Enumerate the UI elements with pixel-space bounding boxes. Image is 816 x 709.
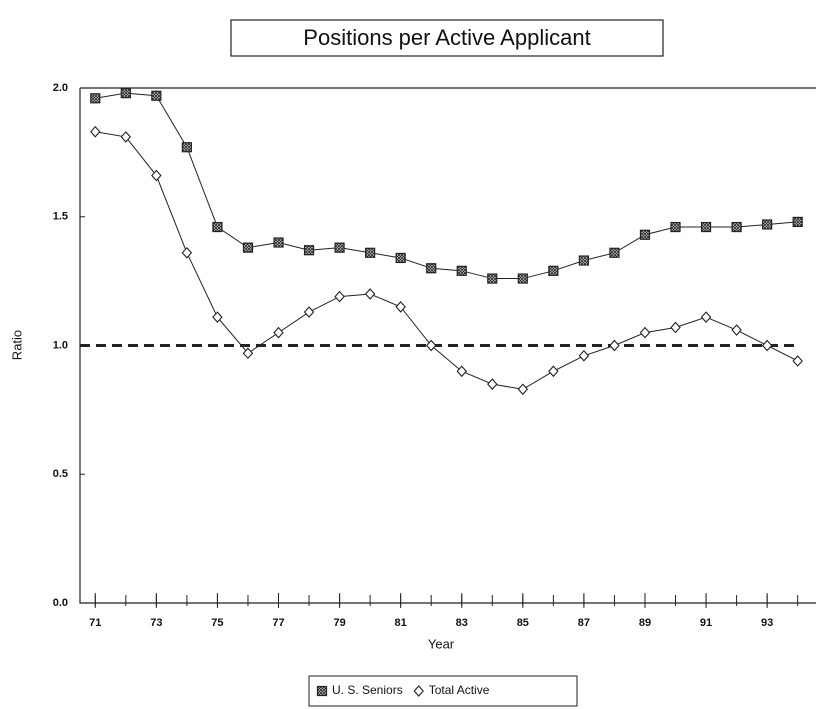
marker-diamond xyxy=(517,383,529,396)
title-box xyxy=(230,19,664,57)
marker-diamond xyxy=(151,169,162,182)
marker-square xyxy=(578,255,590,266)
marker-square xyxy=(334,242,345,253)
marker-diamond xyxy=(364,288,376,300)
y-tick-label: 0.5 xyxy=(53,468,68,480)
marker-square xyxy=(303,245,315,256)
marker-diamond xyxy=(212,311,223,323)
marker-square xyxy=(456,265,467,276)
marker-diamond xyxy=(609,339,620,352)
legend-box xyxy=(308,675,578,707)
x-axis-label: Year xyxy=(428,636,455,651)
marker-square xyxy=(762,219,773,230)
marker-square xyxy=(395,252,406,264)
marker-square xyxy=(242,242,254,253)
marker-square xyxy=(365,247,376,258)
marker-diamond xyxy=(670,321,681,334)
marker-square xyxy=(212,221,223,233)
series-line xyxy=(95,92,798,280)
x-tick-label: 87 xyxy=(578,617,590,629)
x-tick-label: 85 xyxy=(517,617,529,629)
marker-square xyxy=(426,263,437,274)
marker-square xyxy=(609,247,620,258)
marker-square xyxy=(273,237,284,248)
marker-square xyxy=(517,273,528,284)
x-tick-label: 91 xyxy=(700,617,712,629)
marker-diamond xyxy=(548,365,559,378)
marker-diamond xyxy=(578,349,590,362)
marker-diamond xyxy=(487,378,498,390)
x-tick-label: 73 xyxy=(150,617,162,629)
y-tick-label: 0.0 xyxy=(53,597,68,609)
marker-square xyxy=(700,221,712,233)
x-tick-label: 83 xyxy=(456,617,468,629)
marker-diamond xyxy=(413,685,424,697)
marker-square xyxy=(731,221,742,233)
marker-diamond xyxy=(181,246,193,259)
marker-square xyxy=(120,88,131,99)
marker-square xyxy=(181,142,192,153)
marker-square xyxy=(487,273,498,284)
marker-square xyxy=(670,221,681,233)
x-tick-label: 81 xyxy=(395,617,407,629)
marker-diamond xyxy=(731,324,742,336)
series-line xyxy=(95,131,798,390)
x-tick-label: 79 xyxy=(333,617,345,629)
marker-square xyxy=(792,216,803,227)
marker-square xyxy=(151,90,162,101)
x-tick-label: 75 xyxy=(211,617,223,629)
y-tick-label: 1.0 xyxy=(53,339,68,351)
x-tick-label: 89 xyxy=(639,617,651,629)
y-axis-label: Ratio xyxy=(9,330,24,360)
marker-diamond xyxy=(395,301,406,313)
marker-diamond xyxy=(273,326,284,339)
marker-diamond xyxy=(120,131,132,143)
chart-title: Positions per Active Applicant xyxy=(303,25,590,50)
x-tick-label: 77 xyxy=(272,617,284,629)
x-tick-label: 93 xyxy=(761,617,773,629)
legend-label: U. S. Seniors xyxy=(332,683,403,697)
marker-diamond xyxy=(425,339,437,352)
marker-diamond xyxy=(456,365,467,378)
marker-square xyxy=(90,93,101,104)
marker-diamond xyxy=(761,339,773,352)
marker-square xyxy=(639,229,651,240)
marker-square xyxy=(316,685,328,697)
x-tick-label: 71 xyxy=(89,617,101,629)
y-tick-label: 1.5 xyxy=(53,211,68,223)
marker-diamond xyxy=(792,355,803,367)
marker-square xyxy=(548,265,559,276)
marker-diamond xyxy=(639,326,651,339)
marker-diamond xyxy=(242,347,254,360)
marker-diamond xyxy=(90,125,101,138)
marker-diamond xyxy=(334,290,345,303)
marker-diamond xyxy=(303,306,315,318)
legend-label: Total Active xyxy=(429,683,490,697)
marker-diamond xyxy=(700,311,712,323)
y-tick-label: 2.0 xyxy=(53,82,68,94)
